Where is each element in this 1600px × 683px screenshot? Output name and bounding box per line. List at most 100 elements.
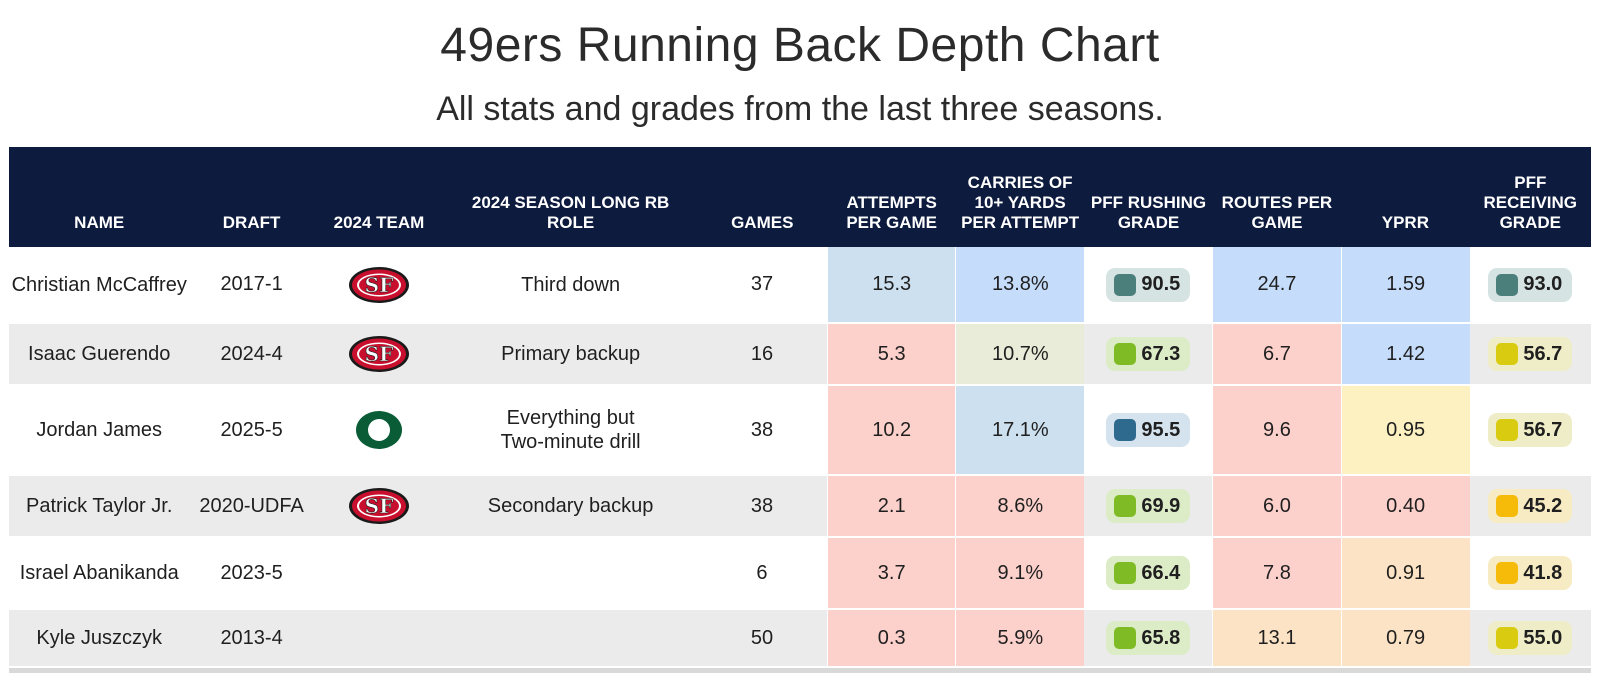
attempts-per-game: 5.3 <box>826 323 956 386</box>
49ers-logo-icon: SF <box>348 488 409 524</box>
receiving-grade-pill: 45.2 <box>1488 489 1573 523</box>
draft-pick: 2017-1 <box>189 247 314 324</box>
rushing-grade-value: 95.5 <box>1141 418 1181 441</box>
yprr: 0.91 <box>1340 537 1470 610</box>
player-name: Patrick Taylor Jr. <box>9 475 190 538</box>
col-header-team: 2024 TEAM <box>333 213 425 232</box>
grade-color-square-icon <box>1114 627 1137 649</box>
chart-title: 49ers Running Back Depth Chart <box>440 19 1160 72</box>
team-logo-cell: SF <box>313 247 445 324</box>
team-logo-cell <box>313 385 445 476</box>
rushing-grade-cell: 65.8 <box>1084 609 1213 668</box>
rushing-grade-pill: 69.9 <box>1106 489 1191 523</box>
draft-pick: 2025-5 <box>189 385 314 476</box>
grade-color-square-icon <box>1114 343 1137 365</box>
attempts-per-game: 15.3 <box>826 247 956 324</box>
games-played: 50 <box>697 609 828 668</box>
rb-role: Third down <box>444 247 697 324</box>
svg-text:SF: SF <box>365 273 394 297</box>
player-name: Israel Abanikanda <box>9 537 190 610</box>
rushing-grade-value: 65.8 <box>1141 626 1181 649</box>
receiving-grade-cell: 55.0 <box>1469 609 1591 668</box>
games-played: 6 <box>697 537 828 610</box>
draft-pick: 2024-4 <box>189 323 314 386</box>
grade-color-square-icon <box>1114 273 1137 296</box>
col-header-role: 2024 SEASON LONG RB ROLE <box>471 193 670 232</box>
col-header-attempts: ATTEMPTS PER GAME <box>846 193 938 232</box>
games-played: 38 <box>697 385 828 476</box>
routes-per-game: 6.0 <box>1212 475 1342 538</box>
team-logo-cell <box>313 609 445 668</box>
games-played: 37 <box>697 247 828 324</box>
rb-role: Secondary backup <box>444 475 697 538</box>
yprr: 0.40 <box>1340 475 1470 538</box>
grade-color-square-icon <box>1496 419 1519 441</box>
attempts-per-game: 0.3 <box>826 609 956 668</box>
rushing-grade-value: 67.3 <box>1141 342 1181 365</box>
routes-per-game: 7.8 <box>1212 537 1342 610</box>
receiving-grade-value: 56.7 <box>1523 342 1563 365</box>
col-header-rec-grade: PFF RECEIVING GRADE <box>1483 173 1578 232</box>
routes-per-game: 6.7 <box>1212 323 1342 386</box>
receiving-grade-pill: 55.0 <box>1488 621 1573 655</box>
rushing-grade-pill: 95.5 <box>1106 413 1191 447</box>
player-name: Isaac Guerendo <box>9 323 190 386</box>
team-logo-cell: SF <box>313 323 445 386</box>
rushing-grade-pill: 90.5 <box>1106 267 1191 302</box>
grade-color-square-icon <box>1496 495 1519 517</box>
table-row: Patrick Taylor Jr. 2020-UDFA SF Secondary b… <box>9 475 1591 538</box>
rushing-grade-cell: 66.4 <box>1084 537 1213 610</box>
rushing-grade-pill: 66.4 <box>1106 556 1191 590</box>
grade-color-square-icon <box>1114 419 1137 441</box>
attempts-per-game: 3.7 <box>826 537 956 610</box>
receiving-grade-pill: 93.0 <box>1488 267 1573 302</box>
chart-subtitle: All stats and grades from the last three… <box>436 90 1164 128</box>
carries-10-plus-rate: 9.1% <box>955 537 1085 610</box>
receiving-grade-pill: 56.7 <box>1488 337 1573 371</box>
rushing-grade-value: 69.9 <box>1141 494 1181 517</box>
routes-per-game: 24.7 <box>1212 247 1342 324</box>
table-bottom-border <box>9 667 1591 673</box>
games-played: 16 <box>697 323 828 386</box>
receiving-grade-value: 56.7 <box>1523 418 1563 441</box>
yprr: 1.42 <box>1340 323 1470 386</box>
team-logo-cell: SF <box>313 475 445 538</box>
draft-pick: 2020-UDFA <box>189 475 314 538</box>
rb-role <box>444 609 697 668</box>
receiving-grade-value: 93.0 <box>1523 273 1563 295</box>
grade-color-square-icon <box>1496 343 1519 365</box>
grade-color-square-icon <box>1496 627 1519 649</box>
games-played: 38 <box>697 475 828 538</box>
col-header-games: GAMES <box>731 213 794 232</box>
routes-per-game: 13.1 <box>1212 609 1342 668</box>
rb-role: Primary backup <box>444 323 697 386</box>
yprr: 0.79 <box>1340 609 1470 668</box>
col-header-routes: ROUTES PER GAME <box>1221 193 1333 232</box>
grade-color-square-icon <box>1114 495 1137 517</box>
receiving-grade-cell: 56.7 <box>1469 323 1591 386</box>
rb-role <box>444 537 697 610</box>
carries-10-plus-rate: 5.9% <box>955 609 1085 668</box>
attempts-per-game: 10.2 <box>826 385 956 476</box>
yprr: 0.95 <box>1340 385 1470 476</box>
receiving-grade-pill: 41.8 <box>1488 556 1573 590</box>
rushing-grade-cell: 90.5 <box>1084 247 1213 324</box>
table-row: Isaac Guerendo 2024-4 SF Primary backup 16 5.… <box>9 323 1591 386</box>
team-logo-cell <box>313 537 445 610</box>
rushing-grade-cell: 95.5 <box>1084 385 1213 476</box>
grade-color-square-icon <box>1114 562 1137 584</box>
header-row: NAME DRAFT 2024 TEAM 2024 SEASON LONG RB RO… <box>9 147 1591 247</box>
svg-text:SF: SF <box>365 342 394 366</box>
receiving-grade-value: 55.0 <box>1523 626 1563 649</box>
receiving-grade-value: 45.2 <box>1523 494 1563 517</box>
draft-pick: 2023-5 <box>189 537 314 610</box>
49ers-logo-icon: SF <box>348 336 409 372</box>
routes-per-game: 9.6 <box>1212 385 1342 476</box>
carries-10-plus-rate: 17.1% <box>955 385 1085 476</box>
table-row: Jordan James 2025-5 Everything but Two-min… <box>9 385 1591 476</box>
table-row: Israel Abanikanda 2023-5 6 3.7 9.1% 66.4 7.8 0.… <box>9 537 1591 610</box>
rushing-grade-value: 66.4 <box>1141 561 1181 584</box>
grade-color-square-icon <box>1496 273 1519 296</box>
rushing-grade-pill: 65.8 <box>1106 621 1191 655</box>
carries-10-plus-rate: 10.7% <box>955 323 1085 386</box>
